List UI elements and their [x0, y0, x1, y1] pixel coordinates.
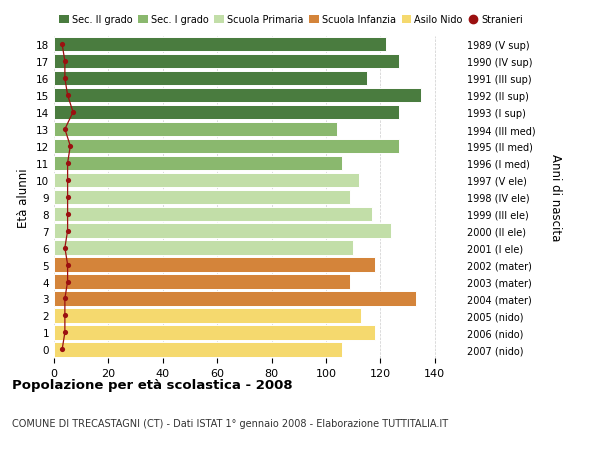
Bar: [54, 173, 359, 188]
Bar: [54, 106, 400, 120]
Bar: [54, 342, 343, 357]
Point: [60, 126, 70, 134]
Point: [60, 58, 70, 66]
Point: [63, 278, 73, 285]
Bar: [54, 190, 350, 205]
Bar: [54, 241, 353, 255]
Bar: [54, 55, 400, 69]
Point: [68, 109, 78, 117]
Bar: [54, 258, 375, 272]
Bar: [54, 140, 400, 154]
Bar: [54, 72, 367, 86]
Bar: [54, 207, 372, 221]
Point: [58, 346, 67, 353]
Bar: [54, 291, 416, 306]
Text: COMUNE DI TRECASTAGNI (CT) - Dati ISTAT 1° gennaio 2008 - Elaborazione TUTTITALI: COMUNE DI TRECASTAGNI (CT) - Dati ISTAT …: [12, 418, 448, 428]
Point: [63, 160, 73, 167]
Point: [58, 41, 67, 49]
Point: [60, 329, 70, 336]
Bar: [54, 308, 361, 323]
Bar: [54, 38, 386, 52]
Point: [60, 245, 70, 252]
Bar: [54, 325, 375, 340]
Text: Popolazione per età scolastica - 2008: Popolazione per età scolastica - 2008: [12, 379, 293, 392]
Point: [63, 261, 73, 269]
Point: [60, 312, 70, 319]
Bar: [54, 224, 391, 238]
Bar: [54, 89, 421, 103]
Point: [63, 177, 73, 184]
Point: [60, 75, 70, 83]
Point: [63, 92, 73, 100]
Point: [63, 194, 73, 201]
Point: [60, 295, 70, 302]
Point: [63, 228, 73, 235]
Bar: [54, 123, 337, 137]
Point: [63, 211, 73, 218]
Bar: [54, 275, 350, 289]
Y-axis label: Anni di nascita: Anni di nascita: [550, 154, 562, 241]
Legend: Sec. II grado, Sec. I grado, Scuola Primaria, Scuola Infanzia, Asilo Nido, Stran: Sec. II grado, Sec. I grado, Scuola Prim…: [59, 16, 523, 25]
Bar: [54, 157, 343, 171]
Y-axis label: Età alunni: Età alunni: [17, 168, 31, 227]
Point: [65, 143, 75, 150]
